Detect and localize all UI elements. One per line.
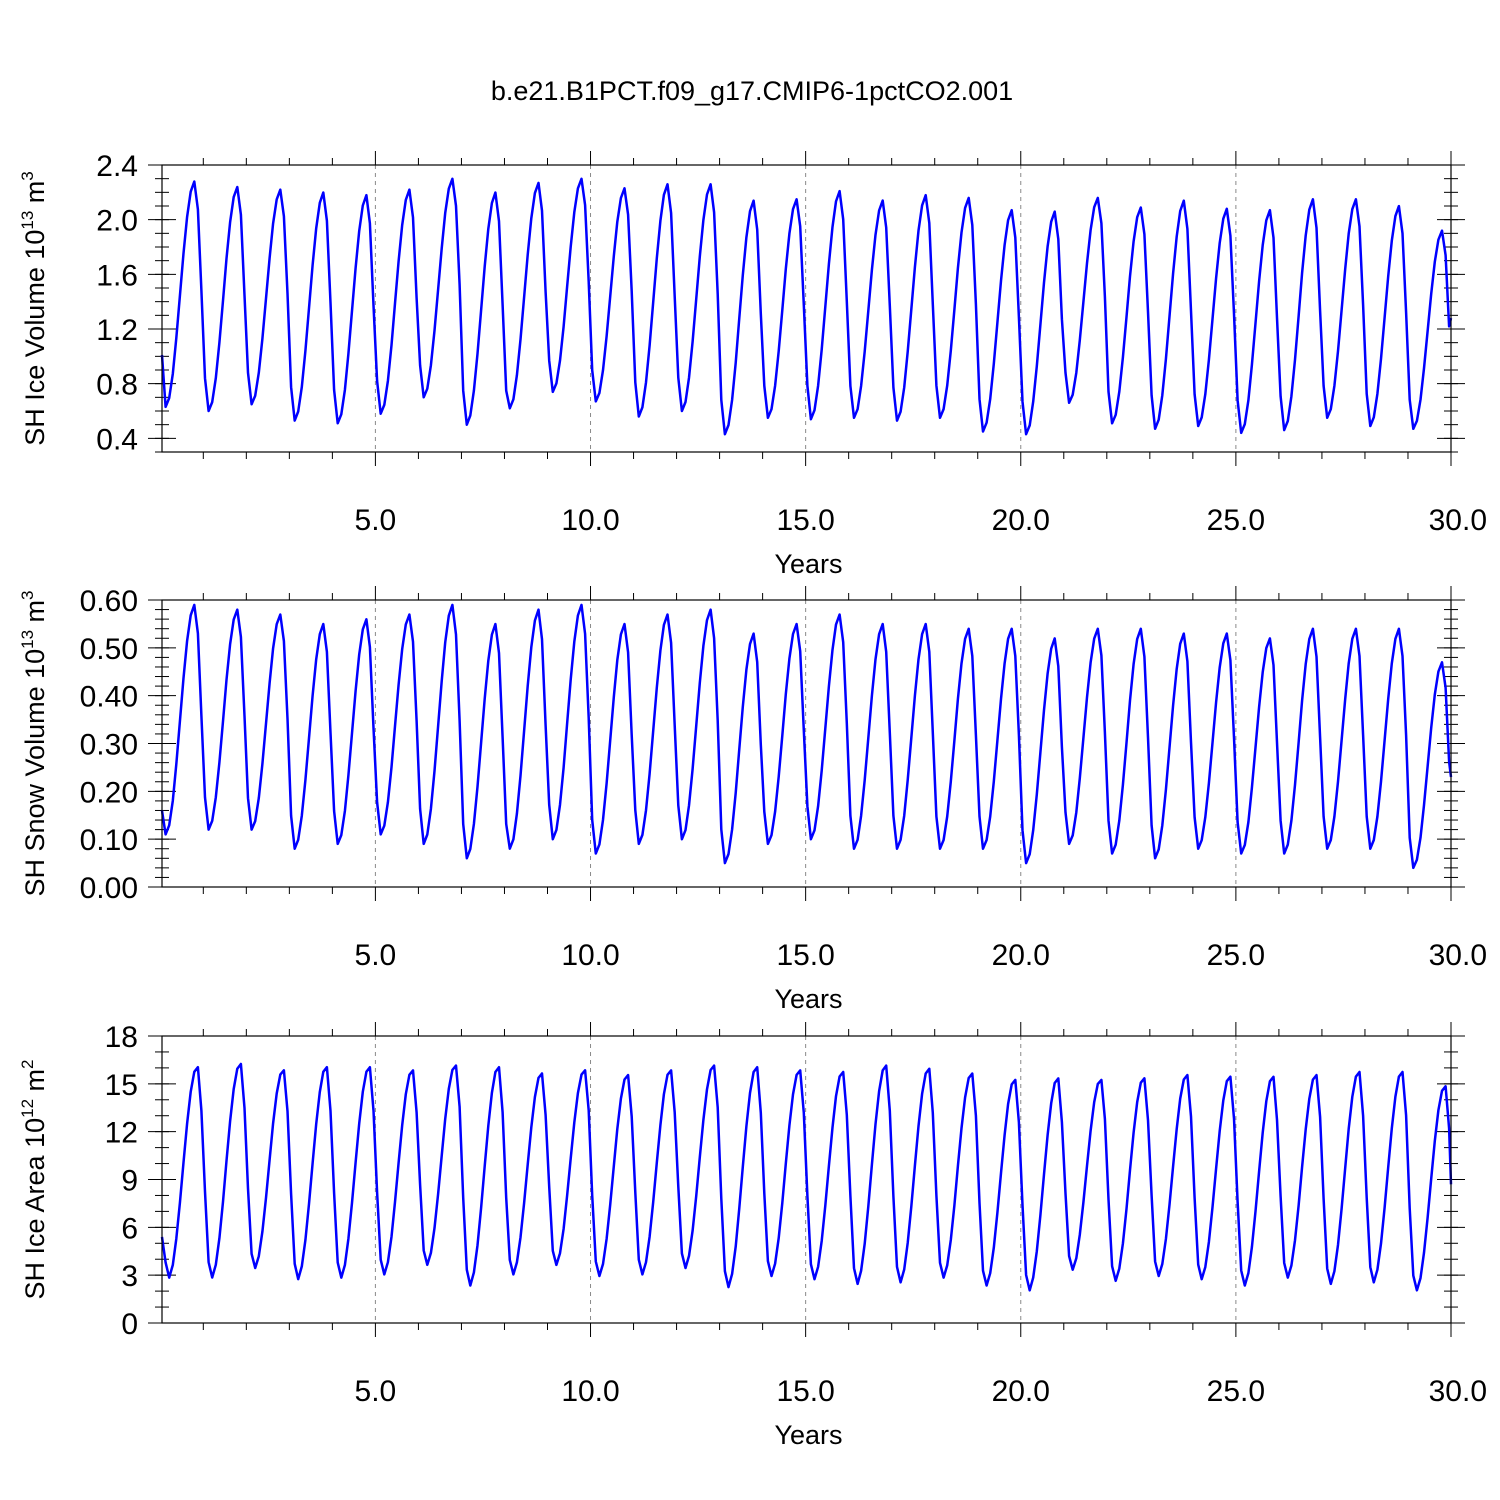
y-tick-label: 0.4: [96, 423, 138, 456]
y-tick-label: 0.60: [80, 585, 138, 618]
y-axis-label-part: m: [20, 600, 50, 630]
y-tick-label: 2.4: [96, 150, 138, 183]
y-axis-label-part: SH Ice Volume 10: [20, 230, 50, 446]
y-tick-label: 0.40: [80, 681, 138, 714]
x-tick-label: 25.0: [1207, 1375, 1265, 1408]
x-tick-label: 30.0: [1429, 1375, 1487, 1408]
y-axis-label-part: m: [20, 181, 50, 211]
y-tick-label: 15: [105, 1069, 138, 1102]
y-axis-label-superscript: 3: [18, 171, 37, 180]
x-tick-label: 15.0: [776, 504, 834, 537]
x-tick-label: 15.0: [776, 939, 834, 972]
y-axis-label-superscript: 13: [18, 211, 37, 230]
x-axis-label: Years: [774, 549, 842, 579]
y-axis-label-part: SH Ice Area 10: [20, 1118, 50, 1300]
series-line: [160, 177, 1453, 436]
series-line: [160, 603, 1453, 870]
x-tick-label: 5.0: [355, 939, 397, 972]
y-tick-label: 6: [121, 1212, 138, 1245]
y-axis-label-superscript: 12: [18, 1099, 37, 1118]
y-axis-label: SH Snow Volume 1013 m3: [18, 590, 50, 896]
y-tick-label: 0: [121, 1308, 138, 1341]
y-axis-label-part: m: [20, 1069, 50, 1099]
chart-panel-1: 0.4 0.8 1.2 1.6 2.0 2.4 5.0 10.0 15.0 20.0 25.0 30.…: [18, 150, 1487, 579]
y-axis-label-part: SH Snow Volume 10: [20, 649, 50, 897]
x-axis-label: Years: [774, 1420, 842, 1450]
x-tick-label: 10.0: [561, 939, 619, 972]
plot-frame: [161, 599, 1452, 888]
x-tick-label: 20.0: [992, 1375, 1050, 1408]
x-tick-label: 30.0: [1429, 504, 1487, 537]
y-tick-label: 1.2: [96, 314, 138, 347]
y-tick-label: 9: [121, 1165, 138, 1198]
x-tick-label: 25.0: [1207, 939, 1265, 972]
x-axis-label: Years: [774, 984, 842, 1014]
y-tick-label: 0.8: [96, 369, 138, 402]
y-tick-label: 0.30: [80, 729, 138, 762]
y-axis-label-superscript: 2: [18, 1060, 37, 1069]
x-tick-label: 15.0: [776, 1375, 834, 1408]
panels: 0.40.81.21.62.02.45.0 10.0 15.0 20.0 25.0 30.…: [18, 150, 1487, 1450]
chart-panel-3: 0 3 6 9 12 15 18 5.0 10.0 15.0 20.0 25.0 30.0 Years SH…: [18, 1021, 1487, 1450]
x-tick-label: 5.0: [355, 1375, 397, 1408]
series-line: [160, 1062, 1453, 1292]
y-tick-label: 0.20: [80, 776, 138, 809]
y-tick-label: 18: [105, 1021, 138, 1054]
y-tick-label: 12: [105, 1117, 138, 1150]
x-tick-label: 20.0: [992, 504, 1050, 537]
x-tick-label: 10.0: [561, 1375, 619, 1408]
x-tick-label: 25.0: [1207, 504, 1265, 537]
y-axis-label: SH Ice Area 1012 m2: [18, 1060, 50, 1300]
chart-panel-2: 0.00 0.10 0.20 0.30 0.40 0.50 0.60 5.0 10.0 15.0 2…: [18, 585, 1487, 1014]
y-axis-label-superscript: 3: [18, 590, 37, 599]
y-tick-label: 1.6: [96, 259, 138, 292]
plot-frame: [161, 1035, 1452, 1324]
x-tick-label: 20.0: [992, 939, 1050, 972]
y-tick-label: 0.50: [80, 633, 138, 666]
y-tick-label: 0.10: [80, 824, 138, 857]
y-axis-label: SH Ice Volume 1013 m3: [18, 171, 50, 446]
y-tick-label: 3: [121, 1260, 138, 1293]
y-tick-label: 2.0: [96, 205, 138, 238]
x-tick-label: 10.0: [561, 504, 619, 537]
figure-title: b.e21.B1PCT.f09_g17.CMIP6-1pctCO2.001: [491, 76, 1013, 106]
plot-frame: [161, 164, 1452, 453]
x-tick-label: 30.0: [1429, 939, 1487, 972]
y-axis-label-superscript: 13: [18, 630, 37, 649]
y-tick-label: 0.00: [80, 872, 138, 905]
x-tick-label: 5.0: [355, 504, 397, 537]
